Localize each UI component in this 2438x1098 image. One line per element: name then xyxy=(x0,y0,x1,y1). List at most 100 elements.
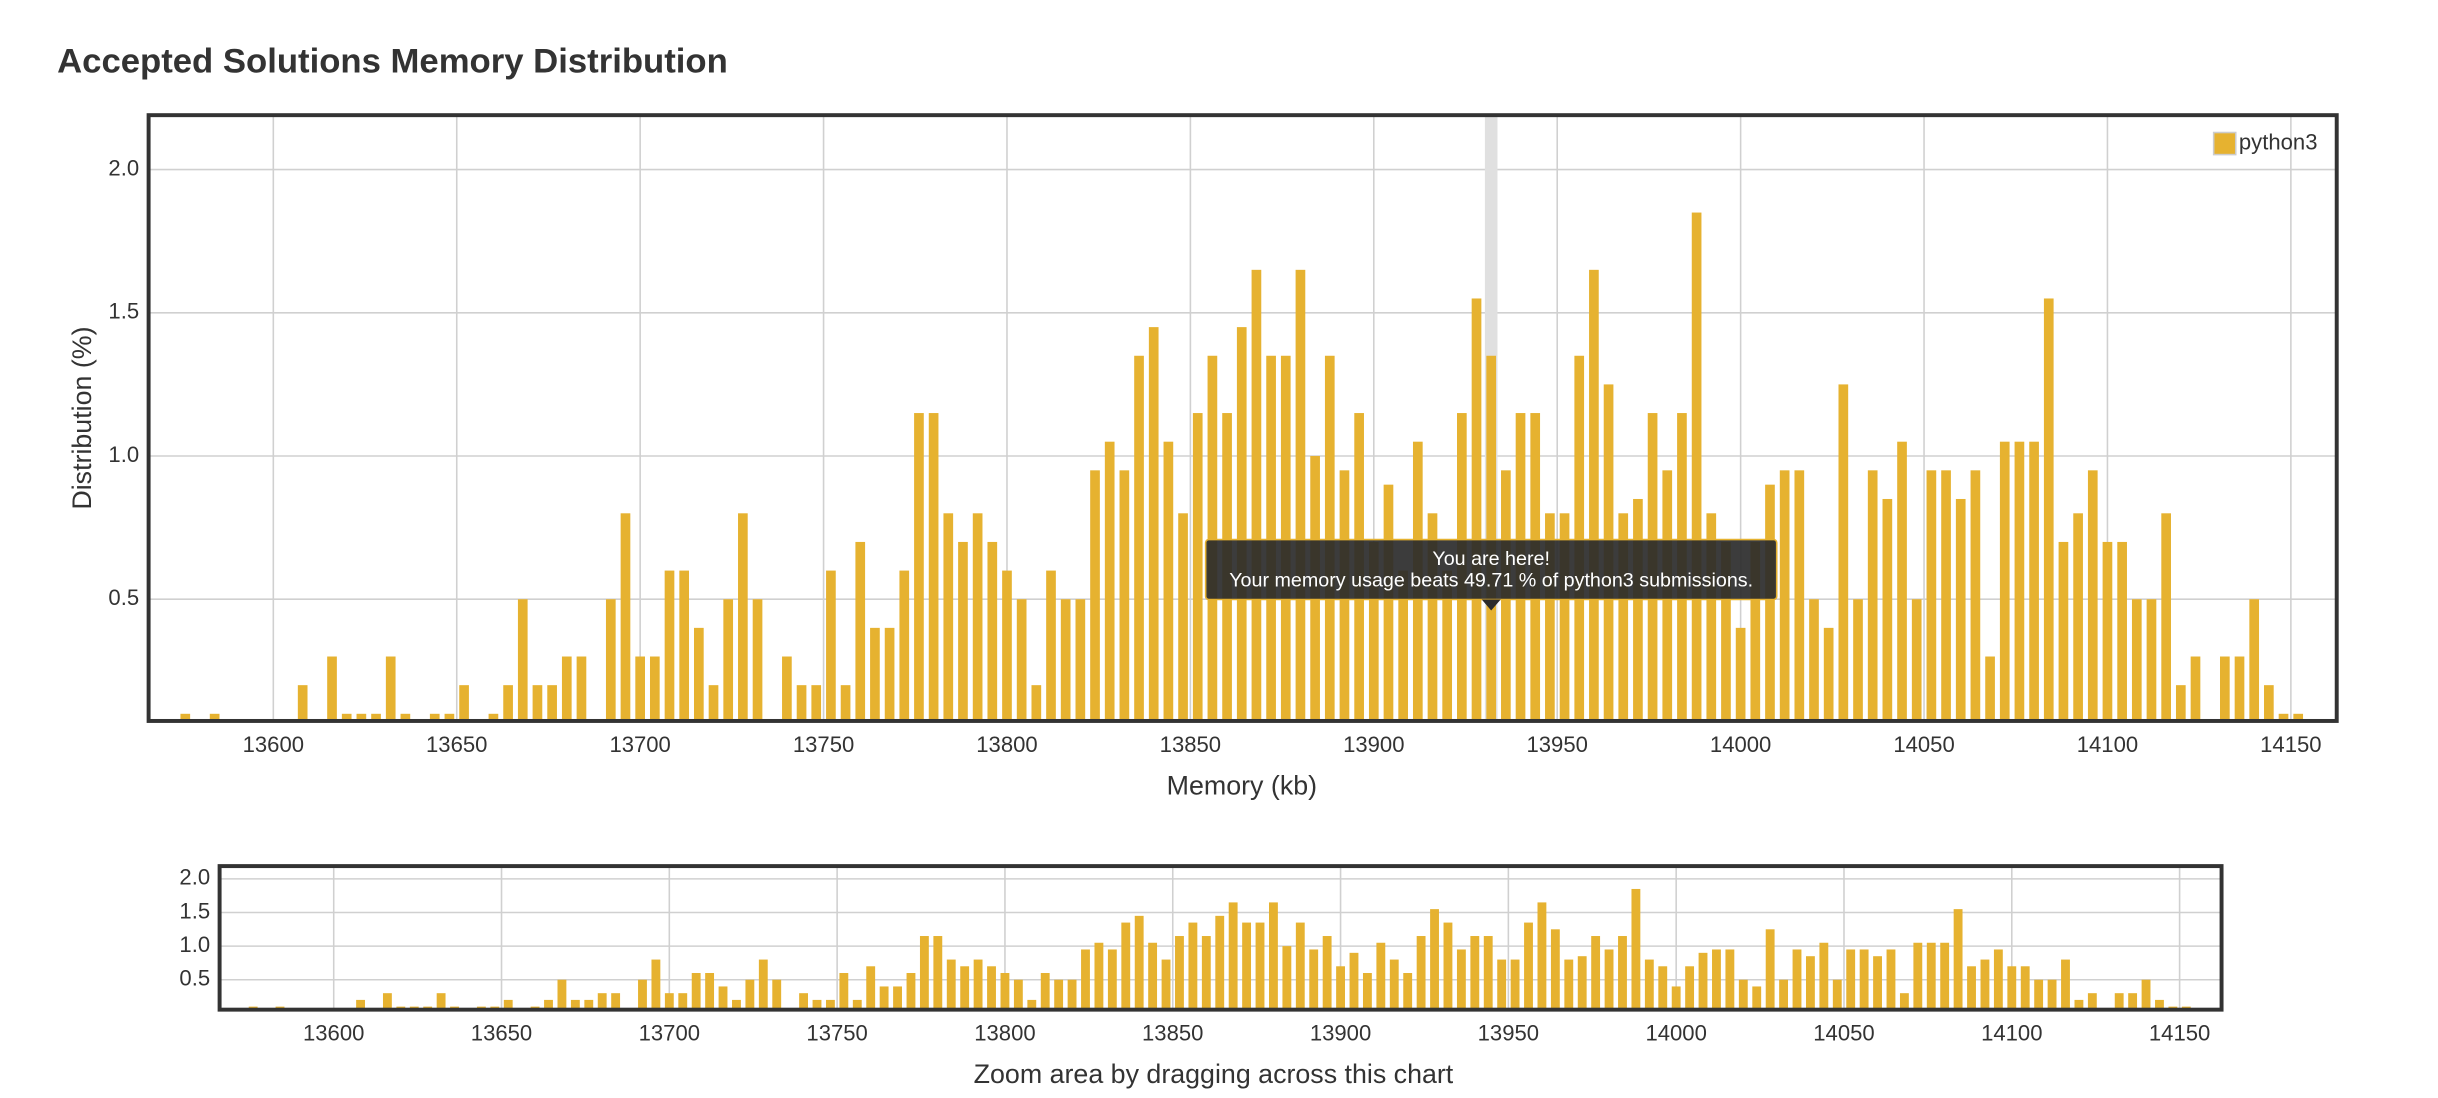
navigator-bar xyxy=(1913,942,1923,1010)
y-tick-label: 2.0 xyxy=(108,155,139,180)
bar xyxy=(1750,541,1761,721)
navigator-bar xyxy=(1805,956,1815,1010)
navigator-bar xyxy=(2034,979,2044,1010)
bar xyxy=(2190,656,2201,721)
bar xyxy=(649,656,660,721)
navigator-bar xyxy=(1618,936,1627,1010)
bar xyxy=(1897,441,1907,721)
legend-swatch[interactable] xyxy=(2212,131,2237,156)
tooltip-text: You are here! xyxy=(1432,548,1550,570)
legend-label[interactable]: python3 xyxy=(2239,129,2318,154)
navigator-bar xyxy=(1376,942,1386,1010)
bar xyxy=(1251,269,1262,721)
navigator-bar xyxy=(772,979,782,1010)
navigator-bar xyxy=(1564,959,1574,1010)
bar xyxy=(1999,441,2010,721)
navigator-bar xyxy=(1094,942,1104,1010)
navigator-bar xyxy=(557,979,567,1010)
bar xyxy=(2234,656,2245,721)
bar xyxy=(503,685,513,721)
navigator-bar xyxy=(933,936,943,1010)
navigator-bar xyxy=(879,986,889,1010)
bar xyxy=(2087,470,2098,721)
bar xyxy=(1207,355,1218,721)
bar xyxy=(1809,599,1819,721)
bar xyxy=(796,685,807,721)
bar xyxy=(1471,298,1482,721)
bar xyxy=(1823,627,1834,721)
navigator-bar xyxy=(1148,942,1158,1010)
bar xyxy=(1280,355,1291,721)
navigator-bar xyxy=(2074,999,2084,1010)
bar xyxy=(2131,599,2142,721)
navigator-bar xyxy=(1832,979,1842,1010)
bar xyxy=(1794,470,1805,721)
bar xyxy=(2175,685,2186,721)
bar xyxy=(547,685,557,721)
bar xyxy=(1134,355,1144,721)
navigator-bar xyxy=(1940,942,1950,1010)
bar xyxy=(782,656,792,721)
bar xyxy=(855,541,866,721)
navigator-bar xyxy=(2047,979,2057,1010)
navigator-bar xyxy=(1040,973,1050,1010)
y-tick-label: 1.0 xyxy=(179,932,210,957)
bar xyxy=(1016,599,1027,721)
navigator-bar xyxy=(1000,973,1010,1010)
y-tick-label: 1.5 xyxy=(108,299,139,324)
bar xyxy=(1970,470,1981,721)
bar xyxy=(943,513,954,721)
navigator-bar xyxy=(678,993,688,1010)
bar xyxy=(1779,470,1790,721)
bar xyxy=(1368,541,1379,721)
navigator-bar xyxy=(1242,922,1252,1010)
navigator-bar xyxy=(1470,936,1480,1010)
navigator-bar xyxy=(2007,966,2017,1010)
y-tick-label: 0.5 xyxy=(108,585,139,610)
bar xyxy=(1002,570,1012,721)
navigator-bar xyxy=(1886,949,1896,1010)
navigator-bar xyxy=(1161,959,1171,1010)
navigator-bar xyxy=(799,993,809,1010)
x-tick-label: 14050 xyxy=(1813,1021,1874,1046)
x-axis-label: Memory (kb) xyxy=(1167,770,1317,800)
navigator-bar xyxy=(1121,922,1131,1010)
bar xyxy=(708,685,719,721)
navigator-bar xyxy=(1255,922,1265,1010)
navigator-bar xyxy=(758,959,768,1010)
navigator-bar xyxy=(2061,959,2070,1010)
navigator-bar xyxy=(1295,922,1305,1010)
bar xyxy=(1383,484,1394,721)
navigator-bar xyxy=(1201,936,1211,1010)
bar xyxy=(2249,599,2260,721)
navigator-bar xyxy=(1698,952,1708,1010)
bar xyxy=(738,513,748,721)
bar xyxy=(2073,513,2083,721)
navigator-bar xyxy=(1550,929,1560,1010)
navigator-bar xyxy=(1228,902,1238,1010)
navigator-frame[interactable] xyxy=(217,864,2224,1012)
x-tick-label: 13750 xyxy=(793,732,854,757)
navigator-bar xyxy=(1027,999,1037,1010)
bar xyxy=(1955,498,1966,721)
bar xyxy=(1266,355,1276,721)
navigator-bar xyxy=(1658,966,1668,1010)
x-tick-label: 13650 xyxy=(426,732,487,757)
bar xyxy=(400,713,411,721)
bar xyxy=(1104,441,1115,721)
bar xyxy=(209,713,220,721)
navigator-bar xyxy=(584,999,594,1010)
bar xyxy=(914,413,924,721)
bar xyxy=(1545,513,1555,721)
bar xyxy=(987,541,998,721)
x-tick-label: 13850 xyxy=(1142,1021,1203,1046)
bar xyxy=(620,513,631,721)
chart-title: Accepted Solutions Memory Distribution xyxy=(57,42,728,80)
bar xyxy=(1398,570,1408,721)
bar xyxy=(2264,685,2274,721)
x-tick-label: 14150 xyxy=(2260,732,2321,757)
bar xyxy=(2043,298,2054,721)
navigator-bar xyxy=(1107,949,1117,1010)
y-tick-label: 2.0 xyxy=(179,865,210,890)
